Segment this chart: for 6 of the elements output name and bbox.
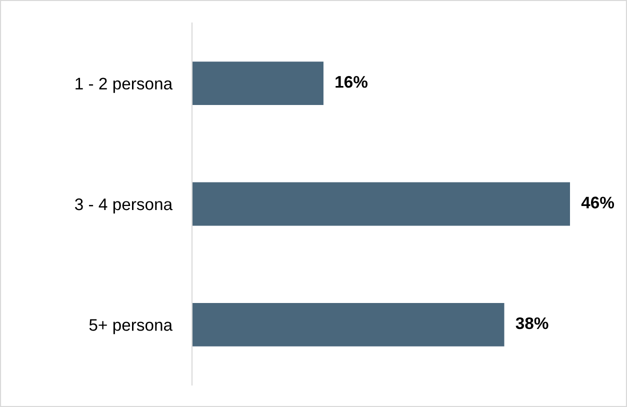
data-label: 38% [516,317,548,330]
y-tick-label: 3 - 4 persona [74,198,173,214]
data-label: 16% [336,76,368,88]
data-label: 46% [581,196,614,208]
y-tick-label: 5+ persona [89,319,173,334]
y-tick-label: 1 - 2 persona [76,78,173,93]
